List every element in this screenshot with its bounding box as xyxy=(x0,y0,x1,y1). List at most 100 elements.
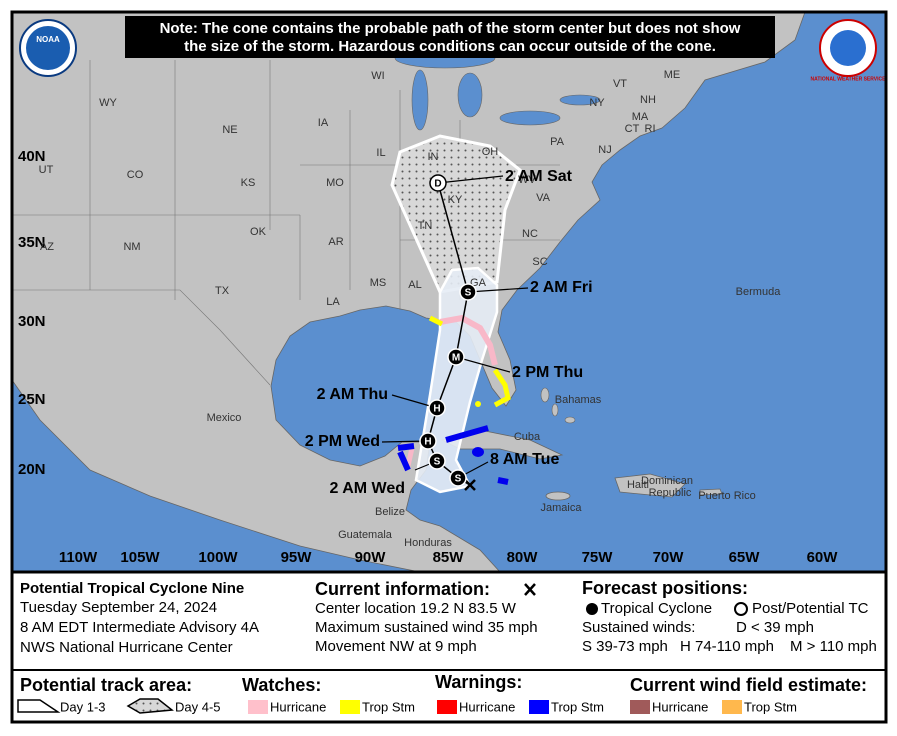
place-label: OH xyxy=(482,146,499,158)
note: Note: The cone contains the probable pat… xyxy=(160,20,741,37)
forecast-point xyxy=(429,174,447,192)
place-label: RI xyxy=(645,123,656,135)
point-symbol: D xyxy=(434,179,441,190)
place-label: OK xyxy=(250,226,267,238)
place-label: Guatemala xyxy=(338,529,393,541)
lat-label: 20N xyxy=(18,461,46,478)
info-line: Movement NW at 9 mph xyxy=(315,638,477,655)
place-label: TX xyxy=(215,285,230,297)
forecast-title: Forecast positions: xyxy=(582,578,748,598)
lon-label: 60W xyxy=(807,549,839,566)
legend-swatch xyxy=(630,700,650,714)
legend-text: M > 110 mph xyxy=(790,638,877,655)
place-label: IL xyxy=(376,147,385,159)
info-line: 8 AM EDT Intermediate Advisory 4A xyxy=(20,619,259,636)
point-time: 2 AM Sat xyxy=(505,168,573,185)
lon-label: 70W xyxy=(653,549,685,566)
place-label: MS xyxy=(370,277,387,289)
place-label: WV xyxy=(518,174,536,186)
current-title: Current information: xyxy=(315,579,490,599)
legend-text: Hurricane xyxy=(459,699,515,714)
lat-label: 25N xyxy=(18,391,46,408)
cuba xyxy=(440,429,564,460)
place-label: NH xyxy=(640,94,656,106)
forecast-point xyxy=(459,283,477,301)
place-label: WI xyxy=(371,70,384,82)
place-label: Cuba xyxy=(514,431,541,443)
place-label: KS xyxy=(241,177,256,189)
legend-text: H 74-110 mph xyxy=(680,638,774,655)
legend-text: Trop Stm xyxy=(551,699,604,714)
place-label: NY xyxy=(589,97,605,109)
place-label: WY xyxy=(99,97,117,109)
place-label: SC xyxy=(532,256,547,268)
place-label: MO xyxy=(326,177,344,189)
lon-label: 95W xyxy=(281,549,313,566)
storm-name: Potential Tropical Cyclone Nine xyxy=(20,580,244,597)
point-symbol: H xyxy=(433,404,440,415)
place-label: AR xyxy=(328,236,343,248)
legend-swatch xyxy=(722,700,742,714)
lat-label: 30N xyxy=(18,313,46,330)
frame xyxy=(10,10,888,724)
note: the size of the storm. Hazardous conditi… xyxy=(184,38,716,55)
point-symbol: S xyxy=(455,474,462,485)
hispaniola xyxy=(614,473,686,498)
hurricane-watch xyxy=(439,314,498,366)
legend-text: Hurricane xyxy=(270,699,326,714)
point-symbol: H xyxy=(424,437,431,448)
lon-label: 75W xyxy=(582,549,614,566)
hurricane-watch xyxy=(405,447,415,467)
forecast-point xyxy=(449,469,467,487)
leader-line xyxy=(455,356,511,373)
lat-label: 40N xyxy=(18,148,46,165)
cone-day-4-5 xyxy=(390,134,522,294)
jamaica xyxy=(545,491,571,501)
place-label: AZ xyxy=(40,241,54,253)
forecast-point xyxy=(428,399,446,417)
legend-swatch xyxy=(340,700,360,714)
place-label: Dominican xyxy=(641,475,693,487)
legend-text: Day 1-3 xyxy=(60,699,106,714)
place-label: Republic xyxy=(649,487,692,499)
legend-title: Current wind field estimate: xyxy=(630,675,867,695)
logo-text: NATIONAL WEATHER SERVICE xyxy=(811,76,887,82)
place-label: CO xyxy=(127,169,144,181)
place-label: IN xyxy=(428,151,439,163)
legend-text: Sustained winds: xyxy=(582,619,695,636)
place-label: Puerto Rico xyxy=(698,490,755,502)
north-america xyxy=(12,12,806,572)
bahamas xyxy=(540,387,576,424)
info-line: NWS National Hurricane Center xyxy=(20,639,233,656)
place-label: NE xyxy=(222,124,237,136)
forecast-point xyxy=(419,432,437,450)
info-line: Center location 19.2 N 83.5 W xyxy=(315,600,517,617)
place-label: Haiti xyxy=(627,479,649,491)
puerto-rico xyxy=(699,488,723,496)
trop-storm-warning xyxy=(472,447,484,457)
place-label: NM xyxy=(123,241,140,253)
legend-swatch xyxy=(437,700,457,714)
x-icon xyxy=(524,583,536,596)
legend-text: Hurricane xyxy=(652,699,708,714)
logo-text: NOAA xyxy=(36,35,60,44)
place-label: NJ xyxy=(598,144,611,156)
leader-line xyxy=(467,287,529,293)
lat-label: 35N xyxy=(18,234,46,251)
point-time: 2 AM Fri xyxy=(530,279,593,296)
point-time: 2 PM Wed xyxy=(305,433,380,450)
info-line: Maximum sustained wind 35 mph xyxy=(315,619,538,636)
place-label: KY xyxy=(448,194,463,206)
point-time: 2 AM Wed xyxy=(329,480,405,497)
place-label: Mexico xyxy=(207,412,242,424)
map xyxy=(12,12,886,572)
legend-text: Day 4-5 xyxy=(175,699,221,714)
lon-label: 80W xyxy=(507,549,539,566)
point-time: 8 AM Tue xyxy=(490,451,559,468)
nws-logo: NATIONAL WEATHER SERVICE xyxy=(811,19,887,82)
point-symbol: S xyxy=(465,288,472,299)
place-label: ME xyxy=(664,69,681,81)
place-label: UT xyxy=(39,164,54,176)
point-symbol: M xyxy=(452,353,460,364)
